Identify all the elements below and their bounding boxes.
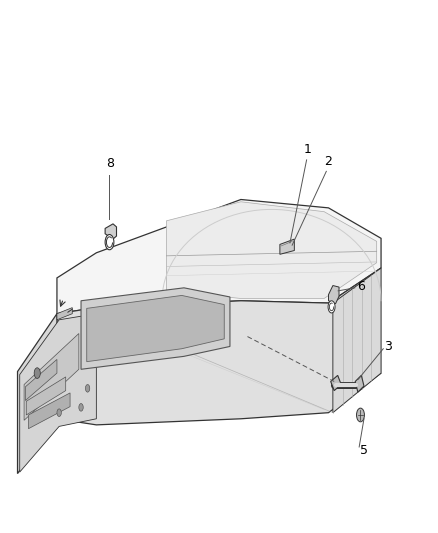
Circle shape [34, 368, 40, 378]
Circle shape [57, 409, 61, 416]
Polygon shape [57, 199, 381, 314]
Circle shape [328, 301, 335, 313]
Circle shape [79, 403, 83, 411]
Text: 5: 5 [360, 445, 368, 457]
Polygon shape [25, 359, 57, 400]
Polygon shape [57, 268, 381, 425]
Polygon shape [18, 314, 57, 474]
Polygon shape [26, 377, 66, 415]
Circle shape [105, 235, 114, 250]
Circle shape [357, 408, 364, 422]
Polygon shape [81, 288, 230, 369]
Text: 3: 3 [385, 340, 392, 353]
Circle shape [85, 384, 90, 392]
Text: 1: 1 [304, 143, 311, 156]
Polygon shape [331, 375, 341, 391]
Text: 8: 8 [106, 157, 114, 170]
Polygon shape [28, 393, 70, 429]
Polygon shape [280, 239, 294, 254]
Polygon shape [328, 286, 339, 304]
Text: 2: 2 [324, 155, 332, 167]
Polygon shape [24, 334, 79, 421]
Polygon shape [333, 268, 381, 413]
Polygon shape [57, 308, 72, 320]
Polygon shape [105, 224, 117, 239]
Polygon shape [87, 295, 224, 362]
Polygon shape [355, 375, 364, 392]
Text: 6: 6 [357, 280, 365, 293]
Polygon shape [20, 314, 96, 472]
Polygon shape [166, 202, 377, 298]
